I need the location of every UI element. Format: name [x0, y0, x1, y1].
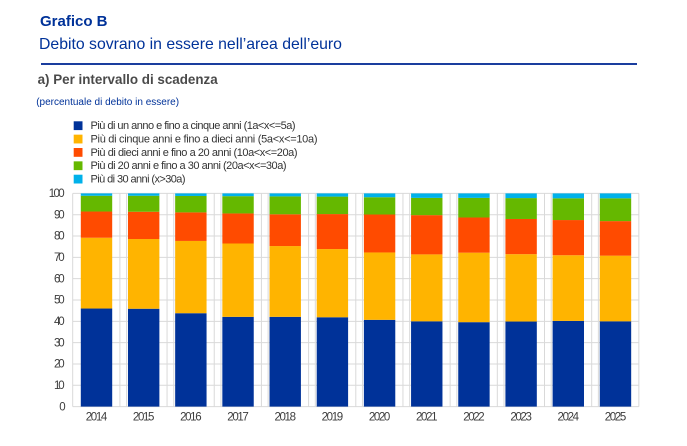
svg-text:2019: 2019 [322, 412, 344, 424]
svg-text:2018: 2018 [274, 412, 296, 424]
svg-text:90: 90 [54, 209, 65, 221]
svg-text:30: 30 [54, 337, 65, 349]
svg-text:80: 80 [54, 231, 65, 243]
svg-text:2017: 2017 [227, 412, 249, 424]
svg-text:10: 10 [54, 380, 65, 392]
svg-text:2024: 2024 [558, 412, 580, 424]
svg-text:60: 60 [54, 273, 65, 285]
svg-text:2016: 2016 [180, 412, 202, 424]
svg-text:2020: 2020 [369, 412, 391, 424]
svg-text:70: 70 [54, 252, 65, 264]
svg-text:50: 50 [54, 295, 65, 307]
svg-text:20: 20 [54, 359, 65, 371]
svg-text:2015: 2015 [133, 412, 155, 424]
svg-text:2023: 2023 [510, 412, 532, 424]
svg-text:2022: 2022 [463, 412, 485, 424]
svg-text:0: 0 [59, 401, 65, 413]
svg-text:Più di cinque anni e fino a di: Più di cinque anni e fino a dieci anni (… [91, 133, 318, 145]
svg-text:2014: 2014 [86, 412, 108, 424]
svg-text:Più di 30 anni (x>30a): Più di 30 anni (x>30a) [91, 174, 186, 186]
svg-text:2021: 2021 [416, 412, 438, 424]
svg-text:Più di dieci anni e fino a 20: Più di dieci anni e fino a 20 anni (10a<… [91, 147, 298, 159]
svg-text:40: 40 [54, 316, 65, 328]
svg-text:100: 100 [49, 188, 65, 200]
svg-text:2025: 2025 [605, 412, 627, 424]
svg-text:Più di un anno e fino a cinque: Più di un anno e fino a cinque anni (1a<… [91, 120, 296, 132]
svg-text:Più di 20 anni e fino a 30 ann: Più di 20 anni e fino a 30 anni (20a<x<=… [91, 160, 287, 172]
